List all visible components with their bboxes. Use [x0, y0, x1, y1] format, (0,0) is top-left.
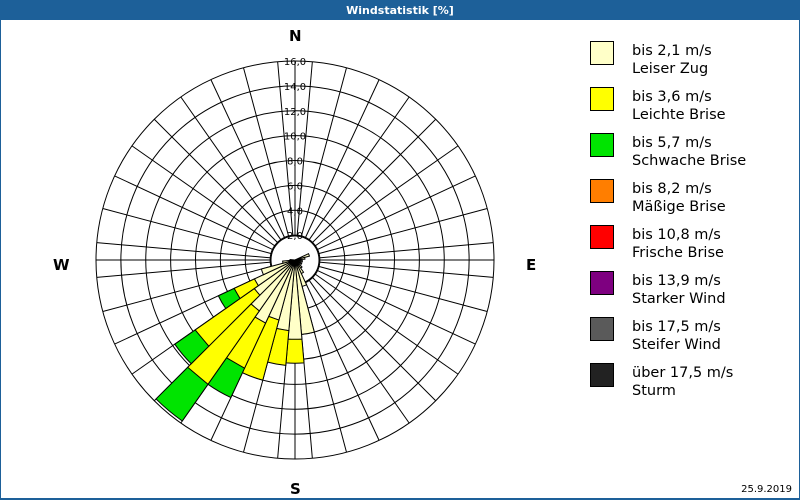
radial-tick-label: 16,0 — [284, 57, 306, 68]
legend-swatch — [590, 87, 614, 111]
wind-sector-segment — [285, 338, 305, 364]
radial-tick-label: 14,0 — [284, 82, 306, 93]
wind-sector-segment — [289, 259, 296, 261]
legend-swatch — [590, 317, 614, 341]
radial-tick-label: 8,0 — [287, 157, 303, 168]
wind-sector-segment — [155, 366, 209, 422]
legend-swatch — [590, 225, 614, 249]
legend-swatch — [590, 179, 614, 203]
wind-sector-segment — [282, 259, 296, 264]
legend-swatch — [590, 271, 614, 295]
wind-sector-segment — [294, 256, 306, 261]
wind-sector-segment — [294, 253, 311, 261]
compass-east: E — [526, 256, 537, 274]
compass-south: S — [290, 480, 301, 498]
legend-swatch — [590, 363, 614, 387]
radial-tick-label: 2,0 — [287, 231, 303, 242]
legend-swatch — [590, 41, 614, 65]
radial-tick-label: 10,0 — [284, 132, 306, 143]
radial-tick-label: 4,0 — [287, 206, 303, 217]
wind-sector-segment — [174, 329, 210, 365]
window-title: Windstatistik [%] — [0, 0, 800, 20]
wind-sector-segment — [260, 259, 296, 276]
radial-tick-label: 6,0 — [287, 181, 303, 192]
compass-west: W — [53, 256, 70, 274]
legend-swatch — [590, 133, 614, 157]
compass-north: N — [289, 27, 302, 45]
radial-tick-label: 12,0 — [284, 107, 306, 118]
date-label: 25.9.2019 — [741, 484, 792, 495]
wind-sector-segment — [217, 287, 241, 310]
